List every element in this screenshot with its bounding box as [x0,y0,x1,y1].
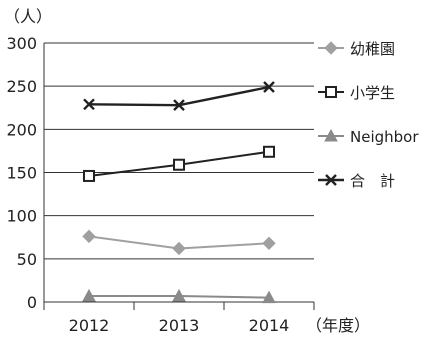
x-tick-label: 2014 [249,316,290,335]
legend-label: 小学生 [350,84,395,102]
legend-marker [325,86,337,98]
data-point [173,158,185,171]
legend-entry: Neighbor [318,128,419,146]
y-tick-label: 50 [17,250,37,269]
data-point [82,288,96,302]
x-tick-label: 2013 [159,316,200,335]
y-tick-label: 100 [6,207,37,226]
legend-label: 合 計 [350,172,395,190]
legend-marker [324,41,338,55]
data-point [172,288,186,302]
data-point-stroke-b [263,81,275,93]
data-point [263,81,275,93]
y-tick-label: 250 [6,77,37,96]
legend-entry: 幼稚園 [318,40,395,58]
y-tick-label: 150 [6,164,37,183]
series-line-3 [88,85,270,107]
data-point [262,290,276,304]
y-tick-label: 200 [6,120,37,139]
legend-marker-stroke-b [325,174,337,186]
axes: 0 50 100 150 200 250 300 2012 2013 2014 [6,34,315,335]
legend-entry: 合 計 [318,172,395,190]
data-point [173,99,185,112]
data-point [83,98,95,111]
data-point [82,229,96,244]
y-axis-unit-label: （人） [4,7,52,26]
legend-label: Neighbor [350,128,419,146]
y-tick-label: 0 [27,293,37,312]
data-point [263,145,275,158]
data-point [172,241,186,256]
data-series [82,81,276,304]
data-point-stroke-b [83,98,95,111]
legend-entry: 小学生 [318,84,395,102]
data-point-stroke-b [173,99,185,112]
data-point [262,236,276,251]
legend-marker [324,128,338,142]
data-point [83,169,95,182]
x-axis-unit-label: （年度） [306,316,370,335]
legend-marker [325,174,337,186]
y-tick-label: 300 [6,34,37,53]
legend-label: 幼稚園 [350,40,395,58]
x-tick-label: 2012 [69,316,110,335]
